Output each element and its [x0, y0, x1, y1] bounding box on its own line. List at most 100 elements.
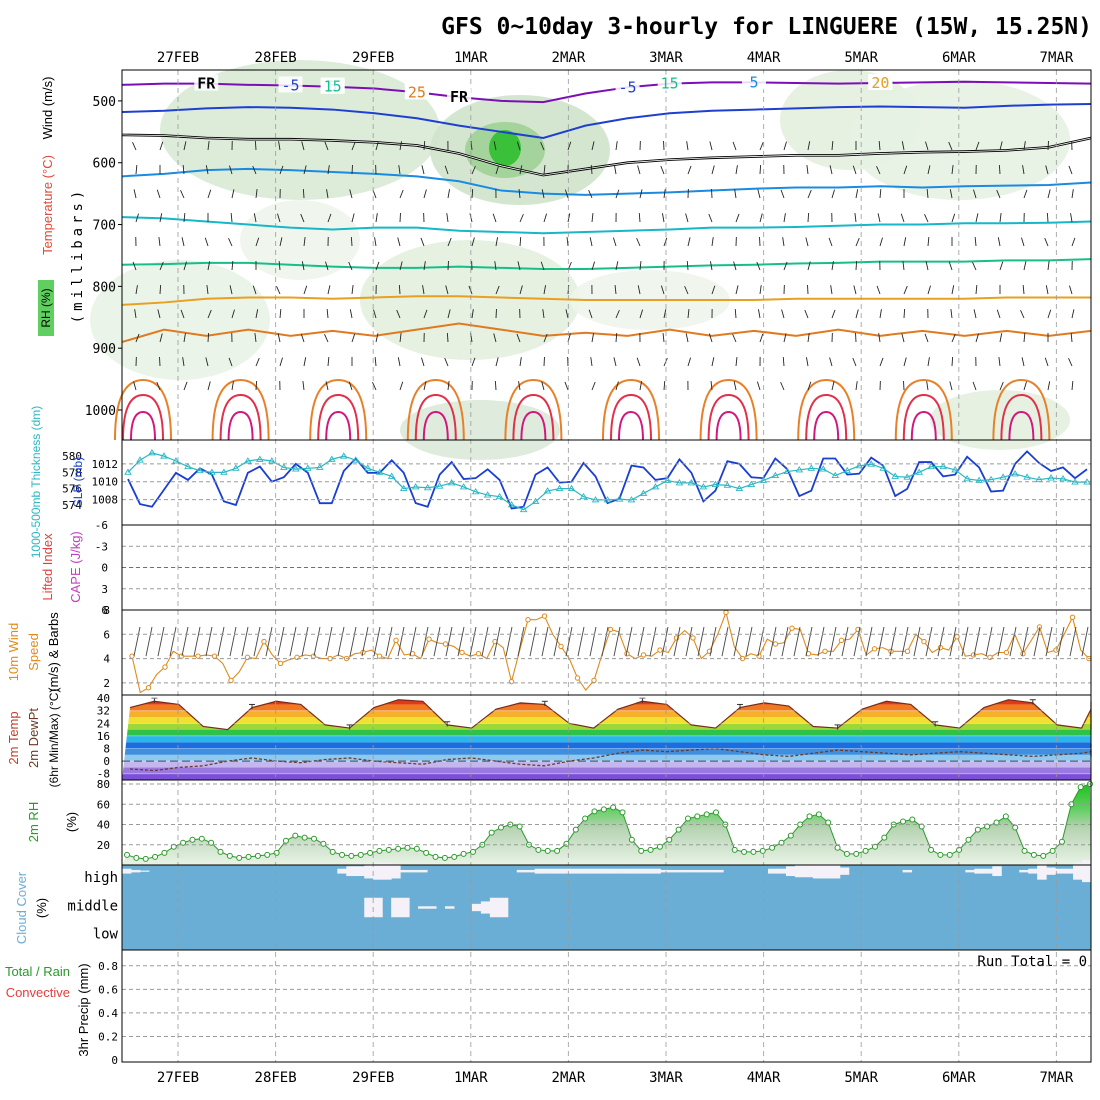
- thickness-marker: [567, 484, 576, 492]
- grid-layer: [118, 70, 1091, 1062]
- rh-point: [554, 847, 561, 854]
- temp-band-3: [122, 754, 1091, 762]
- cape-tick-label: 6: [101, 604, 108, 617]
- wind-speed-point: [376, 653, 383, 659]
- bottom-date-label: 1MAR: [454, 1070, 488, 1086]
- wind-barb: [471, 237, 475, 247]
- thickness-marker: [387, 472, 396, 479]
- wind-barb: [757, 189, 761, 199]
- thickness-marker: [903, 473, 911, 480]
- wind-barb: [134, 309, 137, 319]
- precip-tick-label: 0.2: [98, 1030, 118, 1043]
- surface-wind-barb: [229, 626, 237, 657]
- wind-barb: [471, 357, 476, 367]
- wind-speed-point: [228, 677, 234, 684]
- rh-shade-4: [489, 130, 521, 166]
- surface-lobe: [1008, 410, 1035, 441]
- wind-barb: [301, 261, 305, 271]
- wind-barb: [973, 309, 977, 319]
- thickness-marker: [819, 465, 828, 472]
- wind-barb: [759, 285, 762, 295]
- wind-barb: [1071, 309, 1075, 319]
- surface-wind-barb: [673, 626, 681, 657]
- wind-barb: [975, 333, 979, 343]
- cloud-bar-high: [516, 869, 527, 873]
- wind-barb: [807, 261, 811, 271]
- rh-point: [1021, 847, 1028, 854]
- thickness-marker: [831, 471, 840, 479]
- wind-barb: [231, 189, 235, 199]
- wind-speed-point: [525, 617, 531, 623]
- wind-barb: [278, 141, 281, 151]
- wind-barb: [1070, 333, 1073, 343]
- thickness-marker: [531, 497, 540, 505]
- wind-barb: [615, 333, 618, 343]
- wind-barb: [685, 333, 689, 343]
- cloud-bar-high: [902, 869, 913, 873]
- cloud-bar-middle: [480, 901, 491, 914]
- wind-barb: [637, 285, 641, 295]
- wind-barb: [303, 357, 307, 367]
- cloud-bar-high: [561, 868, 572, 874]
- surface-wind-barb: [457, 626, 465, 657]
- cloud-bar-high: [409, 869, 419, 873]
- thickness-marker: [208, 468, 216, 475]
- wind-barb: [278, 261, 281, 271]
- surface-wind-barb: [997, 626, 1005, 657]
- wind-barb: [807, 381, 812, 391]
- rh-point: [974, 826, 981, 833]
- wind-speed-point: [426, 636, 432, 642]
- thickness-marker: [555, 484, 564, 492]
- wind-barb: [301, 141, 305, 151]
- wind-barb: [495, 357, 499, 367]
- rh-point: [535, 846, 542, 853]
- surface-wind-barb: [721, 626, 729, 657]
- wind-barb: [759, 213, 763, 223]
- wind-barb: [541, 381, 545, 391]
- wind-barb: [1023, 333, 1026, 343]
- isotherm-7: [121, 322, 1092, 343]
- wind-barb: [183, 333, 186, 343]
- contour-label: 5: [749, 73, 758, 91]
- rh-point: [937, 851, 944, 858]
- thickness-marker: [771, 471, 780, 479]
- rh-point: [610, 804, 617, 811]
- wind-barb: [519, 213, 524, 223]
- wind-barb: [399, 141, 403, 151]
- wind-barb: [207, 189, 212, 199]
- wind-barb: [180, 309, 185, 319]
- rh-point: [357, 851, 364, 858]
- wind-barb: [831, 261, 834, 271]
- surface-wind-barb: [913, 626, 921, 657]
- surface-wind-barb: [505, 626, 513, 657]
- wind-barb: [972, 262, 977, 271]
- rh-point: [236, 854, 243, 861]
- thickness-marker: [268, 457, 276, 464]
- wind-barb: [183, 261, 187, 271]
- wind-barb: [759, 141, 764, 151]
- wind-barb: [423, 141, 426, 151]
- thickness-marker: [375, 468, 384, 475]
- surface-wind-barb: [1069, 626, 1077, 657]
- wind-barb: [733, 381, 737, 391]
- wind-barb: [615, 189, 620, 199]
- wind-barb: [639, 309, 644, 319]
- wind-barb: [277, 213, 281, 223]
- wind-barb: [564, 381, 569, 391]
- thickness-marker: [699, 483, 708, 490]
- surface-wind-barb: [613, 626, 621, 657]
- wind-barb: [397, 357, 401, 367]
- wind-barb: [446, 333, 449, 343]
- cloud-label-1: Cloud Cover: [14, 871, 29, 944]
- wind-barb: [805, 237, 809, 247]
- surface-wind-barb: [589, 626, 597, 657]
- wind-barb: [1068, 165, 1073, 175]
- wind-barb: [974, 237, 977, 247]
- rh-point: [1040, 852, 1047, 859]
- surface-wind-barb: [493, 626, 501, 657]
- wind-barb: [159, 261, 164, 271]
- surface-lobe: [797, 378, 856, 441]
- wind-barb: [951, 333, 956, 343]
- wind-barb: [733, 261, 737, 271]
- rh-point: [404, 844, 411, 851]
